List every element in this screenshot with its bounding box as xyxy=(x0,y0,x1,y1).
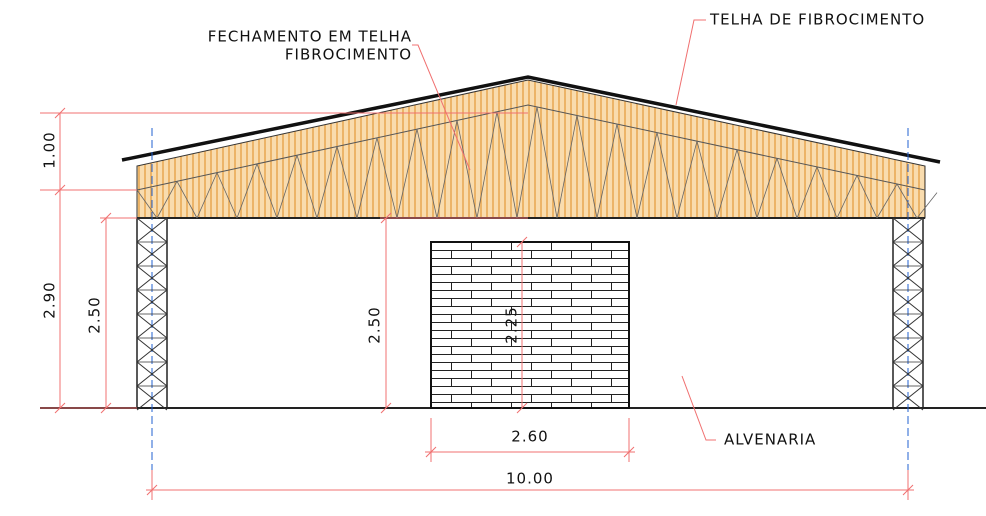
lattice xyxy=(816,166,838,219)
lattice xyxy=(892,265,924,291)
lattice xyxy=(196,172,218,219)
dimension-lines xyxy=(40,19,914,500)
lattice xyxy=(316,146,338,219)
lattice xyxy=(856,175,878,219)
lattice xyxy=(556,115,578,219)
lattice xyxy=(136,289,168,315)
lattice xyxy=(136,217,168,243)
lattice xyxy=(396,129,418,219)
lattice xyxy=(656,132,678,219)
lattice xyxy=(896,183,918,219)
structure xyxy=(40,75,986,500)
dimension-text: 2.90 xyxy=(41,281,59,318)
dimension-text: 2.50 xyxy=(366,306,384,343)
lattice xyxy=(776,158,798,219)
lattice xyxy=(716,149,738,219)
lattice xyxy=(596,123,618,219)
lattice xyxy=(416,129,438,219)
lattice xyxy=(892,385,924,411)
label: ALVENARIA xyxy=(724,431,816,449)
lattice xyxy=(696,141,718,219)
lattice xyxy=(156,181,178,219)
lattice xyxy=(676,141,698,219)
dimension-text: 2.25 xyxy=(503,306,521,343)
lattice xyxy=(892,241,924,267)
lattice xyxy=(892,313,924,339)
lattice xyxy=(236,163,258,219)
lattice xyxy=(756,158,778,219)
lattice xyxy=(836,175,858,219)
lattice xyxy=(356,137,378,219)
lattice xyxy=(136,337,168,363)
lattice xyxy=(892,337,924,363)
lattice xyxy=(436,120,458,219)
lattice xyxy=(136,385,168,411)
lattice xyxy=(296,155,318,219)
lattice xyxy=(796,166,818,219)
lattice xyxy=(476,111,498,219)
lattice xyxy=(576,115,598,219)
lattice xyxy=(176,181,198,219)
dimension-text: 2.50 xyxy=(86,296,104,333)
lattice xyxy=(456,120,478,219)
dimension-text: 10.00 xyxy=(506,470,554,488)
lattice xyxy=(376,137,398,219)
lattice xyxy=(136,241,168,267)
lattice xyxy=(136,313,168,339)
truss-closure xyxy=(136,79,926,219)
label: FIBROCIMENTO xyxy=(285,46,412,64)
lattice xyxy=(276,155,298,219)
lattice xyxy=(536,106,558,219)
label: FECHAMENTO EM TELHA xyxy=(208,28,412,46)
lattice xyxy=(916,192,938,219)
truss-chord xyxy=(136,104,926,191)
lattice xyxy=(256,163,278,219)
lattice xyxy=(616,123,638,219)
lattice xyxy=(136,189,158,219)
lattice xyxy=(876,183,898,219)
lattice xyxy=(892,361,924,387)
masonry-wall xyxy=(430,241,630,409)
lattice xyxy=(892,217,924,243)
lattice xyxy=(496,111,518,219)
lattice xyxy=(636,132,658,219)
dimension-text: 1.00 xyxy=(41,131,59,168)
lattice xyxy=(136,361,168,387)
lattice xyxy=(892,289,924,315)
roof-tile xyxy=(121,75,941,164)
lattice xyxy=(336,146,358,219)
lattice xyxy=(736,149,758,219)
label: TELHA DE FIBROCIMENTO xyxy=(709,11,925,29)
dimension-text: 2.60 xyxy=(511,428,548,446)
lattice xyxy=(216,172,238,219)
lattice xyxy=(136,265,168,291)
lattice xyxy=(516,106,538,219)
